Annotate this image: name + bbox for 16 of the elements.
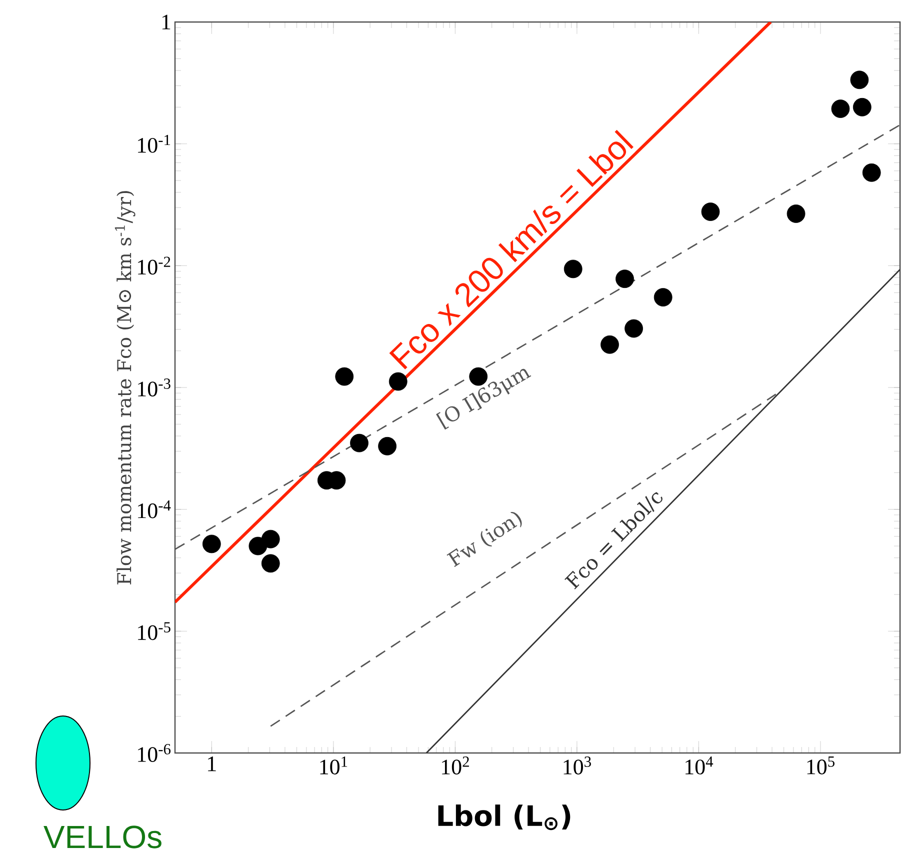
x-tick-label: 10$^{4}$ — [686, 756, 714, 774]
x-tick-label: 10$^{2}$ — [442, 756, 469, 774]
text: VELLOs — [44, 826, 162, 848]
x-tick-label: 10$^{5}$ — [807, 756, 834, 774]
y-axis-title: Flow momentum rate Fco (M⊙ km s$^{-1}$/yr) — [114, 191, 136, 584]
x-axis-title: Lbol (L$_{⊙}$) — [438, 804, 570, 830]
y-tick-label: 10$^{-2}$ — [138, 256, 170, 275]
y-tick-label: 1 — [162, 14, 170, 30]
x-tick-label: 10$^{1}$ — [320, 756, 348, 774]
y-tick-label: 10$^{-3}$ — [138, 378, 170, 396]
y-tick-label: 10$^{-6}$ — [138, 744, 171, 762]
y-tick-label: 10$^{-4}$ — [138, 500, 171, 518]
y-tick-label: 10$^{-5}$ — [138, 622, 170, 640]
x-tick-label: 10$^{3}$ — [564, 756, 591, 774]
x-tick-label: 1 — [208, 756, 216, 772]
y-tick-label: 10$^{-1}$ — [138, 134, 170, 153]
